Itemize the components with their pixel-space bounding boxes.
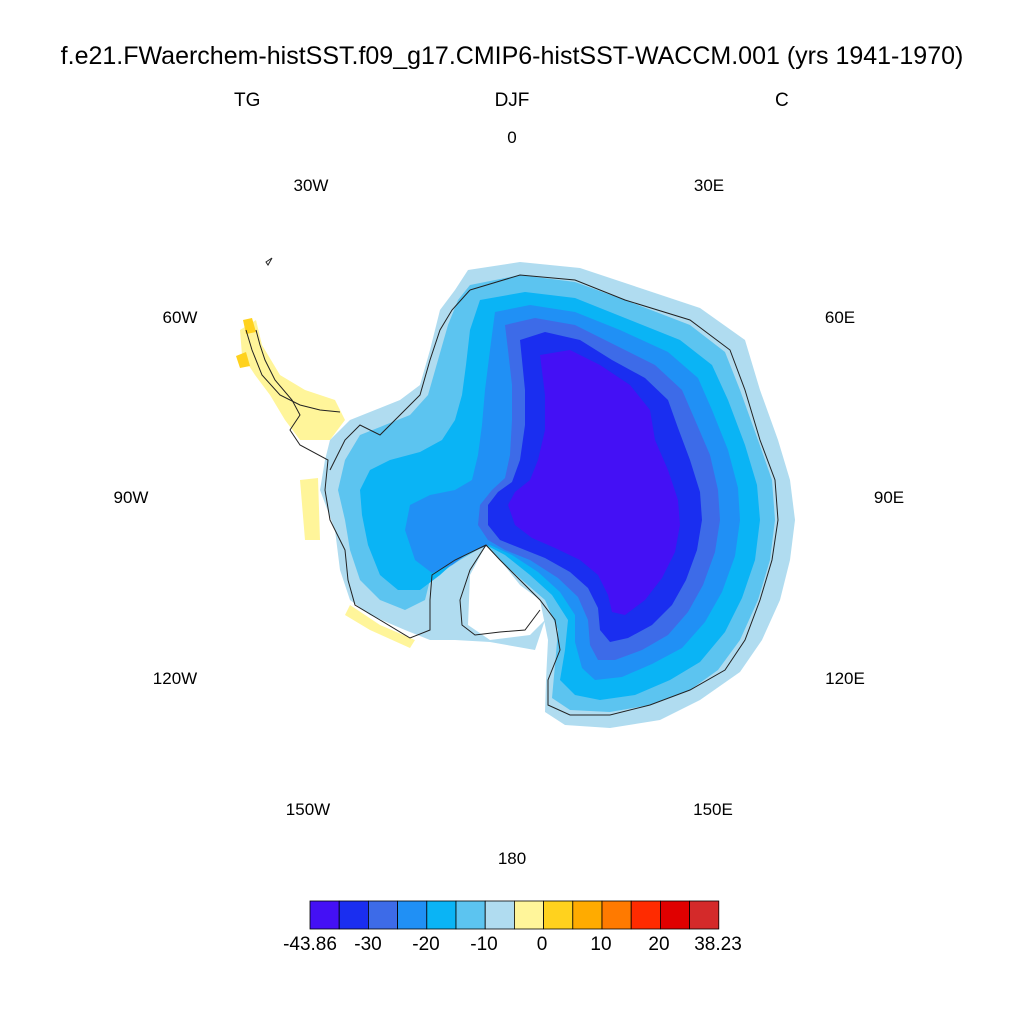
lon-label-60e: 60E: [824, 308, 856, 327]
colorbar-max-label: 38.23: [694, 934, 742, 955]
island-outline: [265, 257, 273, 266]
colorbar-min-label: -43.86: [283, 934, 337, 955]
west-coast-warm-patch: [300, 478, 320, 540]
coastline: [255, 274, 779, 716]
plot-title: f.e21.FWaerchem-histSST.f09_g17.CMIP6-hi…: [60, 42, 964, 70]
ice-shelf-outline: [459, 544, 541, 636]
peninsula-warm-band: [240, 320, 345, 440]
lon-label-120e: 120E: [825, 669, 865, 688]
peninsula-outline: [245, 329, 341, 413]
lon-label-30w: 30W: [293, 176, 329, 195]
colorbar-tick-label: 10: [590, 934, 612, 955]
lon-label-0: 0: [507, 128, 517, 147]
colorbar-tick-label: -10: [470, 934, 498, 955]
colorbar-tick-label: -20: [412, 934, 440, 955]
lon-label-30e: 30E: [693, 176, 725, 195]
lon-label-90w: 90W: [113, 488, 149, 507]
season-label: DJF: [494, 90, 530, 111]
lon-label-150e: 150E: [693, 800, 733, 819]
colorbar-tick-label: 20: [648, 934, 670, 955]
lon-label-180: 180: [497, 849, 527, 868]
temperature-fill-bands: [236, 262, 795, 728]
lon-label-60w: 60W: [162, 308, 198, 327]
variable-label: TG: [234, 90, 261, 111]
colorbar-tick-label: -30: [354, 934, 382, 955]
lon-label-150w: 150W: [285, 800, 331, 819]
lon-label-90e: 90E: [873, 488, 905, 507]
units-label: C: [775, 90, 789, 111]
colorbar-tick-label: 0: [536, 934, 548, 955]
peninsula-tip-patch: [236, 352, 250, 368]
band-minus-35: [508, 350, 680, 615]
coast-warm-patch: [345, 605, 415, 648]
lon-label-120w: 120W: [152, 669, 198, 688]
